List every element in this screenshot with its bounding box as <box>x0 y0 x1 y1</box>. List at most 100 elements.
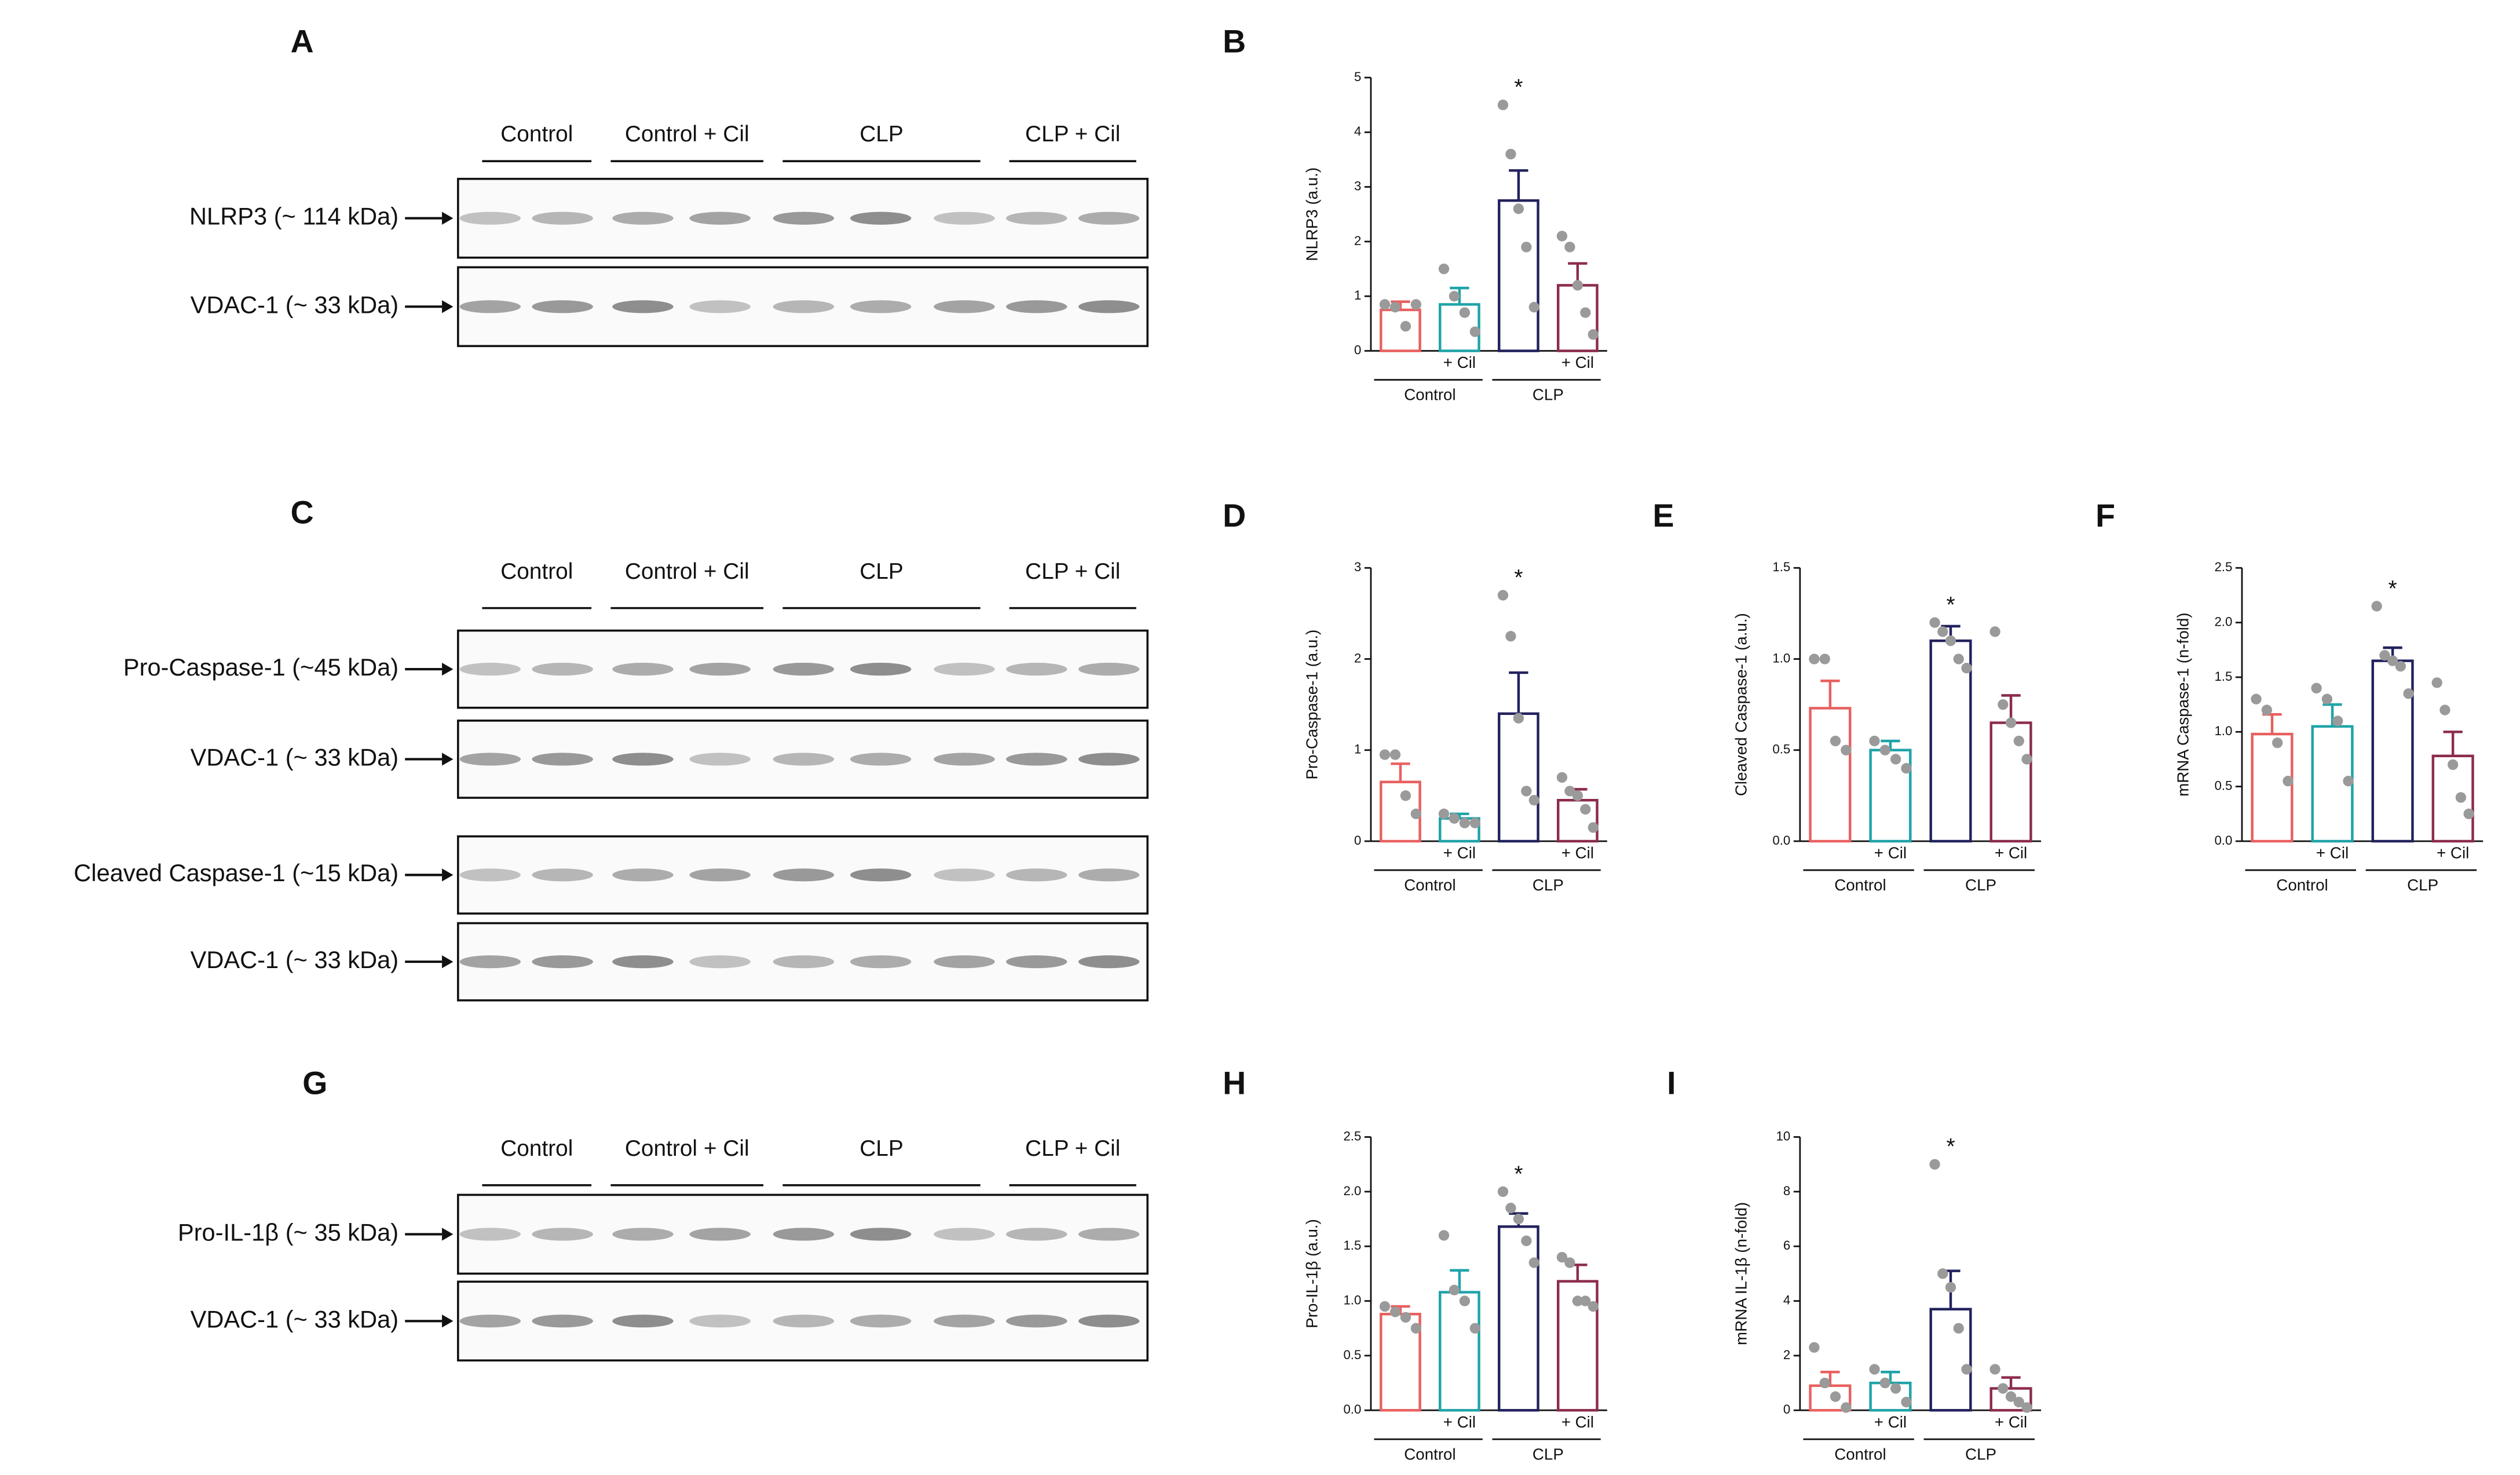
data-point <box>2021 1402 2032 1413</box>
y-tick-label: 5 <box>1354 70 1361 84</box>
data-point <box>1528 1257 1539 1268</box>
panel-letter: B <box>1223 23 1246 59</box>
error-bar <box>1509 671 1528 714</box>
blot-band <box>850 753 912 766</box>
lane-group-label: Control + Cil <box>625 1136 749 1161</box>
y-tick-label: 1 <box>1354 742 1361 757</box>
data-point <box>1513 713 1524 724</box>
blot-band <box>459 868 521 882</box>
blot-band <box>612 300 674 313</box>
panel-letter: D <box>1223 498 1246 534</box>
data-point <box>1879 1377 1890 1389</box>
data-point <box>1879 744 1890 755</box>
blot-band <box>1006 1315 1067 1328</box>
blot-band <box>612 662 674 676</box>
blot-band <box>934 955 995 969</box>
group-label: Control <box>1834 1445 1886 1463</box>
arrow-head <box>442 955 453 969</box>
error-bar <box>2001 1376 2021 1389</box>
panel-letter: A <box>291 23 314 59</box>
data-point <box>1901 763 1912 774</box>
significance-label: * <box>1514 565 1523 590</box>
arrow-head <box>442 868 453 882</box>
blot-band <box>532 753 593 766</box>
data-point <box>1830 735 1841 747</box>
x-tick-label: + Cil <box>2437 844 2469 862</box>
data-point <box>2013 1396 2024 1408</box>
data-point <box>1459 307 1471 318</box>
y-tick-label: 0.0 <box>2214 833 2232 848</box>
blot-row-label: VDAC-1 (~ 33 kDa) <box>191 291 399 318</box>
data-point <box>1809 1342 1820 1353</box>
data-point <box>1389 749 1401 760</box>
data-point <box>1505 1203 1516 1214</box>
data-point <box>1830 1391 1841 1402</box>
blot-band <box>934 1228 995 1241</box>
blot-band <box>773 753 835 766</box>
blot-band <box>532 868 593 882</box>
blot-band <box>1078 868 1140 882</box>
arrow-head <box>442 211 453 225</box>
group-label: Control <box>1404 876 1455 894</box>
y-tick-label: 10 <box>1776 1129 1791 1143</box>
data-point <box>1929 617 1940 628</box>
lane-group-label: CLP <box>859 1136 904 1161</box>
y-tick-label: 0.0 <box>1772 833 1790 848</box>
significance-label: * <box>1514 75 1523 100</box>
y-tick-label: 0.5 <box>1772 742 1790 757</box>
lane-group-label: CLP + Cil <box>1025 1136 1120 1161</box>
blot-band <box>934 300 995 313</box>
blot-band <box>612 1315 674 1328</box>
data-point <box>1819 653 1830 665</box>
blot-band <box>689 955 751 969</box>
significance-label: * <box>2389 576 2397 601</box>
blot-band <box>532 662 593 676</box>
blot-band <box>612 955 674 969</box>
y-axis-label: mRNA Caspase-1 (n-fold) <box>2174 612 2192 797</box>
data-point <box>1937 626 1948 637</box>
blot-band <box>773 955 835 969</box>
y-tick-label: 2 <box>1783 1348 1790 1362</box>
data-point <box>1572 790 1583 801</box>
y-tick-label: 4 <box>1354 124 1361 138</box>
blot-band <box>689 1315 751 1328</box>
lane-group-label: CLP + Cil <box>1025 122 1120 147</box>
y-tick-label: 2 <box>1354 233 1361 248</box>
group-label: Control <box>1404 1445 1455 1463</box>
y-tick-label: 0 <box>1354 343 1361 357</box>
data-point <box>1961 663 1972 674</box>
blot-row-label: VDAC-1 (~ 33 kDa) <box>191 743 399 771</box>
y-axis-label: Pro-Caspase-1 (a.u.) <box>1303 630 1321 780</box>
y-tick-label: 8 <box>1783 1184 1790 1198</box>
blot-band <box>1078 1315 1140 1328</box>
x-tick-label: + Cil <box>1443 1413 1476 1431</box>
blot-band <box>1078 662 1140 676</box>
data-point <box>1819 1377 1830 1389</box>
arrow-head <box>442 662 453 676</box>
y-tick-label: 2.5 <box>1343 1129 1361 1143</box>
data-point <box>1505 148 1516 160</box>
data-point <box>1438 808 1450 819</box>
error-bar <box>2323 703 2342 726</box>
group-label: CLP <box>1965 1445 1996 1463</box>
data-point <box>2283 776 2294 787</box>
data-point <box>1588 329 1599 340</box>
data-point <box>2013 735 2024 747</box>
y-tick-label: 0 <box>1783 1402 1790 1416</box>
x-tick-label: + Cil <box>1995 844 2027 862</box>
y-axis-label: NLRP3 (a.u.) <box>1303 167 1321 261</box>
y-tick-label: 4 <box>1783 1293 1790 1307</box>
data-point <box>1869 735 1880 747</box>
y-tick-label: 2.0 <box>2214 614 2232 629</box>
data-point <box>2379 650 2390 661</box>
lane-group-label: Control <box>500 122 573 147</box>
lane-group-label: CLP <box>859 122 904 147</box>
panel-letter: F <box>2095 498 2115 534</box>
data-point <box>1945 1282 1956 1293</box>
blot-band <box>459 662 521 676</box>
data-point <box>1901 1396 1912 1408</box>
data-point <box>1580 804 1591 815</box>
y-tick-label: 0.0 <box>1343 1402 1361 1416</box>
blot-row-label: VDAC-1 (~ 33 kDa) <box>191 1305 399 1332</box>
